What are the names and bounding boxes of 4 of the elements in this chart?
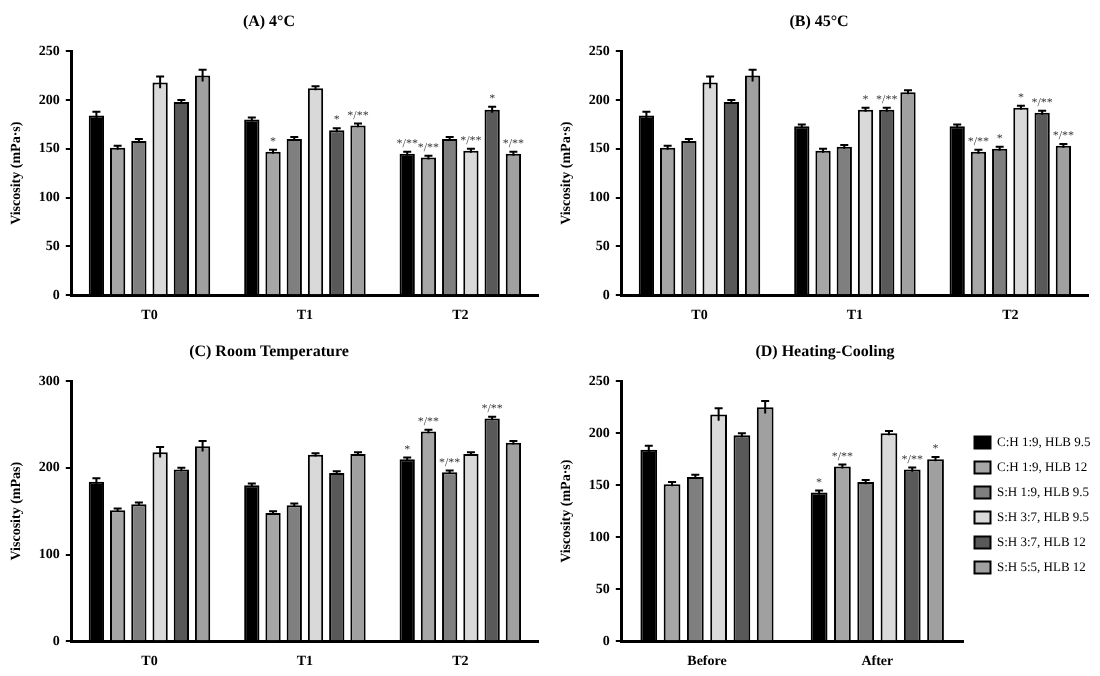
chart-title: (B) 45°C <box>789 11 850 30</box>
chart-title: (D) Heating-Cooling <box>755 341 895 360</box>
chart-title: (A) 4°C <box>242 11 296 30</box>
chart-title: (C) Room Temperature <box>189 341 350 360</box>
